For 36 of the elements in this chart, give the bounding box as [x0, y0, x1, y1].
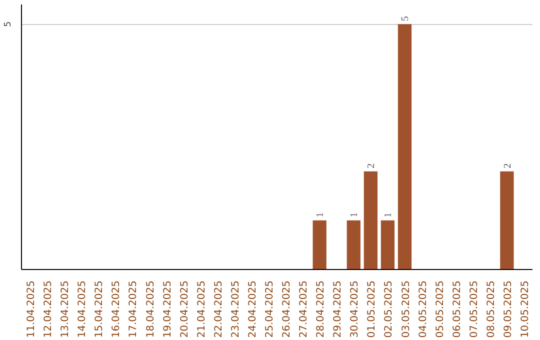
x-tick-label: 19.04.2025: [162, 280, 174, 338]
data-label: 5: [400, 16, 412, 22]
x-tick-label: 06.05.2025: [452, 280, 463, 338]
x-tick-label: 10.05.2025: [520, 280, 531, 338]
x-tick-label: 11.04.2025: [26, 280, 38, 338]
x-tick-label: 17.04.2025: [128, 280, 140, 338]
x-tick-label: 13.04.2025: [60, 280, 72, 338]
x-tick-label: 23.04.2025: [230, 280, 242, 338]
x-tick-label: 08.05.2025: [486, 280, 497, 338]
x-tick-label: 01.05.2025: [366, 280, 378, 338]
x-tick-label: 04.05.2025: [418, 280, 429, 338]
x-tick-label: 27.04.2025: [298, 280, 310, 338]
x-tick-label: 26.04.2025: [282, 280, 293, 338]
x-tick-label: 29.04.2025: [332, 280, 344, 338]
x-tick-label: 14.04.2025: [77, 280, 88, 338]
data-label: 1: [315, 212, 326, 218]
x-tick-label: 18.04.2025: [145, 280, 156, 338]
x-tick-label: 07.05.2025: [468, 280, 480, 338]
x-tick-label: 15.04.2025: [94, 280, 106, 338]
x-tick-label: 09.05.2025: [502, 280, 514, 338]
data-label: 2: [502, 163, 514, 168]
data-label: 1: [383, 212, 394, 218]
x-tick-label: 24.04.2025: [247, 280, 258, 338]
data-label: 1: [349, 212, 360, 218]
x-tick-label: 30.04.2025: [350, 280, 361, 338]
x-tick-label: 05.05.2025: [434, 280, 446, 338]
x-tick-label: 12.04.2025: [43, 280, 54, 338]
x-tick-label: 16.04.2025: [111, 280, 122, 338]
x-tick-label: 28.04.2025: [316, 280, 327, 338]
x-tick-label: 25.04.2025: [264, 280, 276, 338]
x-tick-label: 02.05.2025: [384, 280, 395, 338]
data-label: 2: [366, 163, 378, 168]
x-tick-label: 03.05.2025: [400, 280, 412, 338]
x-tick-label: 20.04.2025: [179, 280, 190, 338]
x-tick-label: 22.04.2025: [213, 280, 224, 338]
x-tick-label: 21.04.2025: [196, 280, 208, 338]
